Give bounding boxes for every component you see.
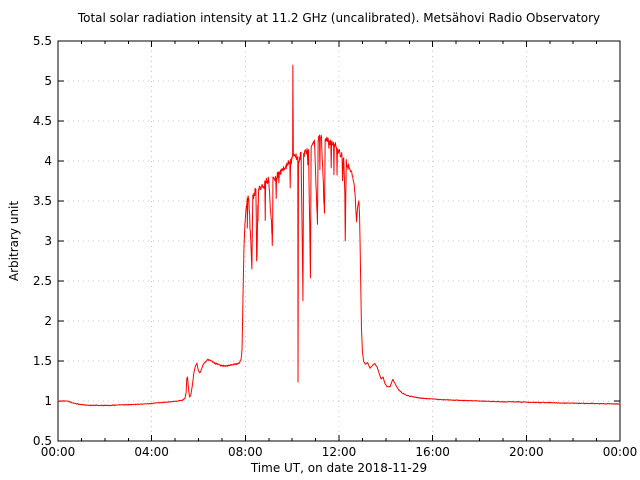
- y-tick-label: 2.5: [33, 274, 52, 288]
- y-tick-label: 4.5: [33, 114, 52, 128]
- x-tick-label: 00:00: [41, 445, 76, 459]
- radiation-series-line: [57, 64, 621, 407]
- x-axis-label: Time UT, on date 2018-11-29: [250, 461, 427, 475]
- chart-title: Total solar radiation intensity at 11.2 …: [77, 11, 600, 25]
- y-tick-label: 3: [44, 234, 52, 248]
- x-tick-label: 12:00: [322, 445, 357, 459]
- y-tick-label: 5.5: [33, 34, 52, 48]
- x-tick-label: 00:00: [603, 445, 638, 459]
- x-tick-label: 20:00: [509, 445, 544, 459]
- y-tick-label: 2: [44, 314, 52, 328]
- y-tick-label: 0.5: [33, 434, 52, 448]
- y-tick-label: 1: [44, 394, 52, 408]
- gridlines: [58, 41, 620, 441]
- x-tick-label: 16:00: [415, 445, 450, 459]
- y-tick-label: 3.5: [33, 194, 52, 208]
- y-tick-label: 1.5: [33, 354, 52, 368]
- y-axis-label: Arbitrary unit: [7, 201, 21, 281]
- y-tick-label: 5: [44, 74, 52, 88]
- tick-labels: 0.5 1 1.5 2 2.5 3 3.5 4 4.5 5 5.5 00:00 04:00 08:00 12…: [33, 34, 637, 459]
- x-tick-label: 04:00: [134, 445, 169, 459]
- plot-border: [57, 40, 621, 442]
- x-tick-label: 08:00: [228, 445, 263, 459]
- y-tick-label: 4: [44, 154, 52, 168]
